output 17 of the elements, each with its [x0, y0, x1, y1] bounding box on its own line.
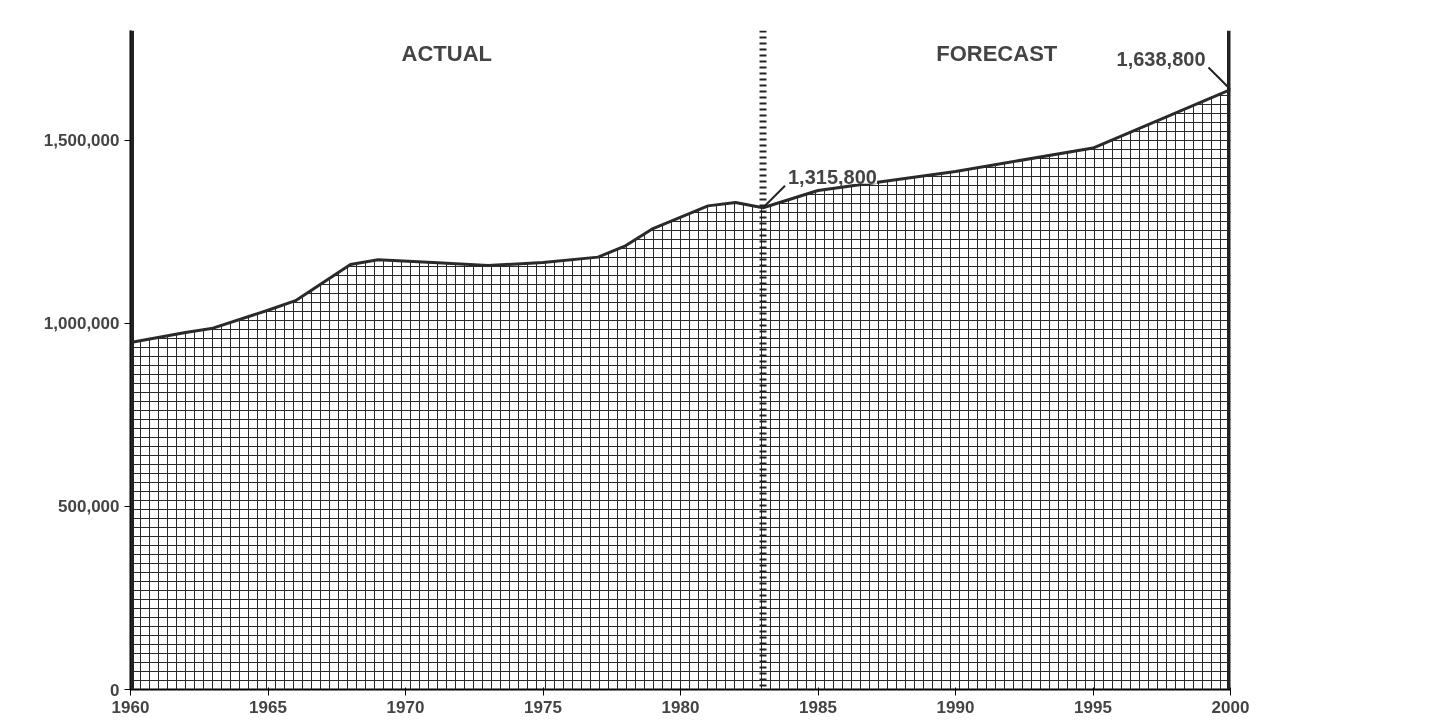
annotation: ACTUAL: [401, 40, 492, 66]
x-tick-label: 1970: [386, 697, 425, 717]
x-tick-label: 1995: [1074, 697, 1112, 717]
y-tick-label: 1,000,000: [43, 314, 120, 334]
y-tick-label: 1,500,000: [43, 131, 120, 151]
annotation: 1,315,800: [788, 165, 877, 188]
x-tick-label: 1960: [111, 697, 150, 717]
annotation: 1,638,800: [1116, 47, 1206, 70]
x-tick-label: 1985: [799, 697, 837, 717]
annotation: FORECAST: [936, 40, 1058, 66]
x-tick-label: 1980: [661, 697, 700, 717]
y-tick-label: 500,000: [58, 497, 120, 517]
x-tick-label: 2000: [1211, 697, 1250, 717]
x-tick-label: 1975: [524, 697, 562, 717]
x-tick-label: 1990: [936, 697, 975, 717]
x-tick-label: 1965: [249, 697, 287, 717]
y-tick-label: 0: [110, 680, 120, 700]
